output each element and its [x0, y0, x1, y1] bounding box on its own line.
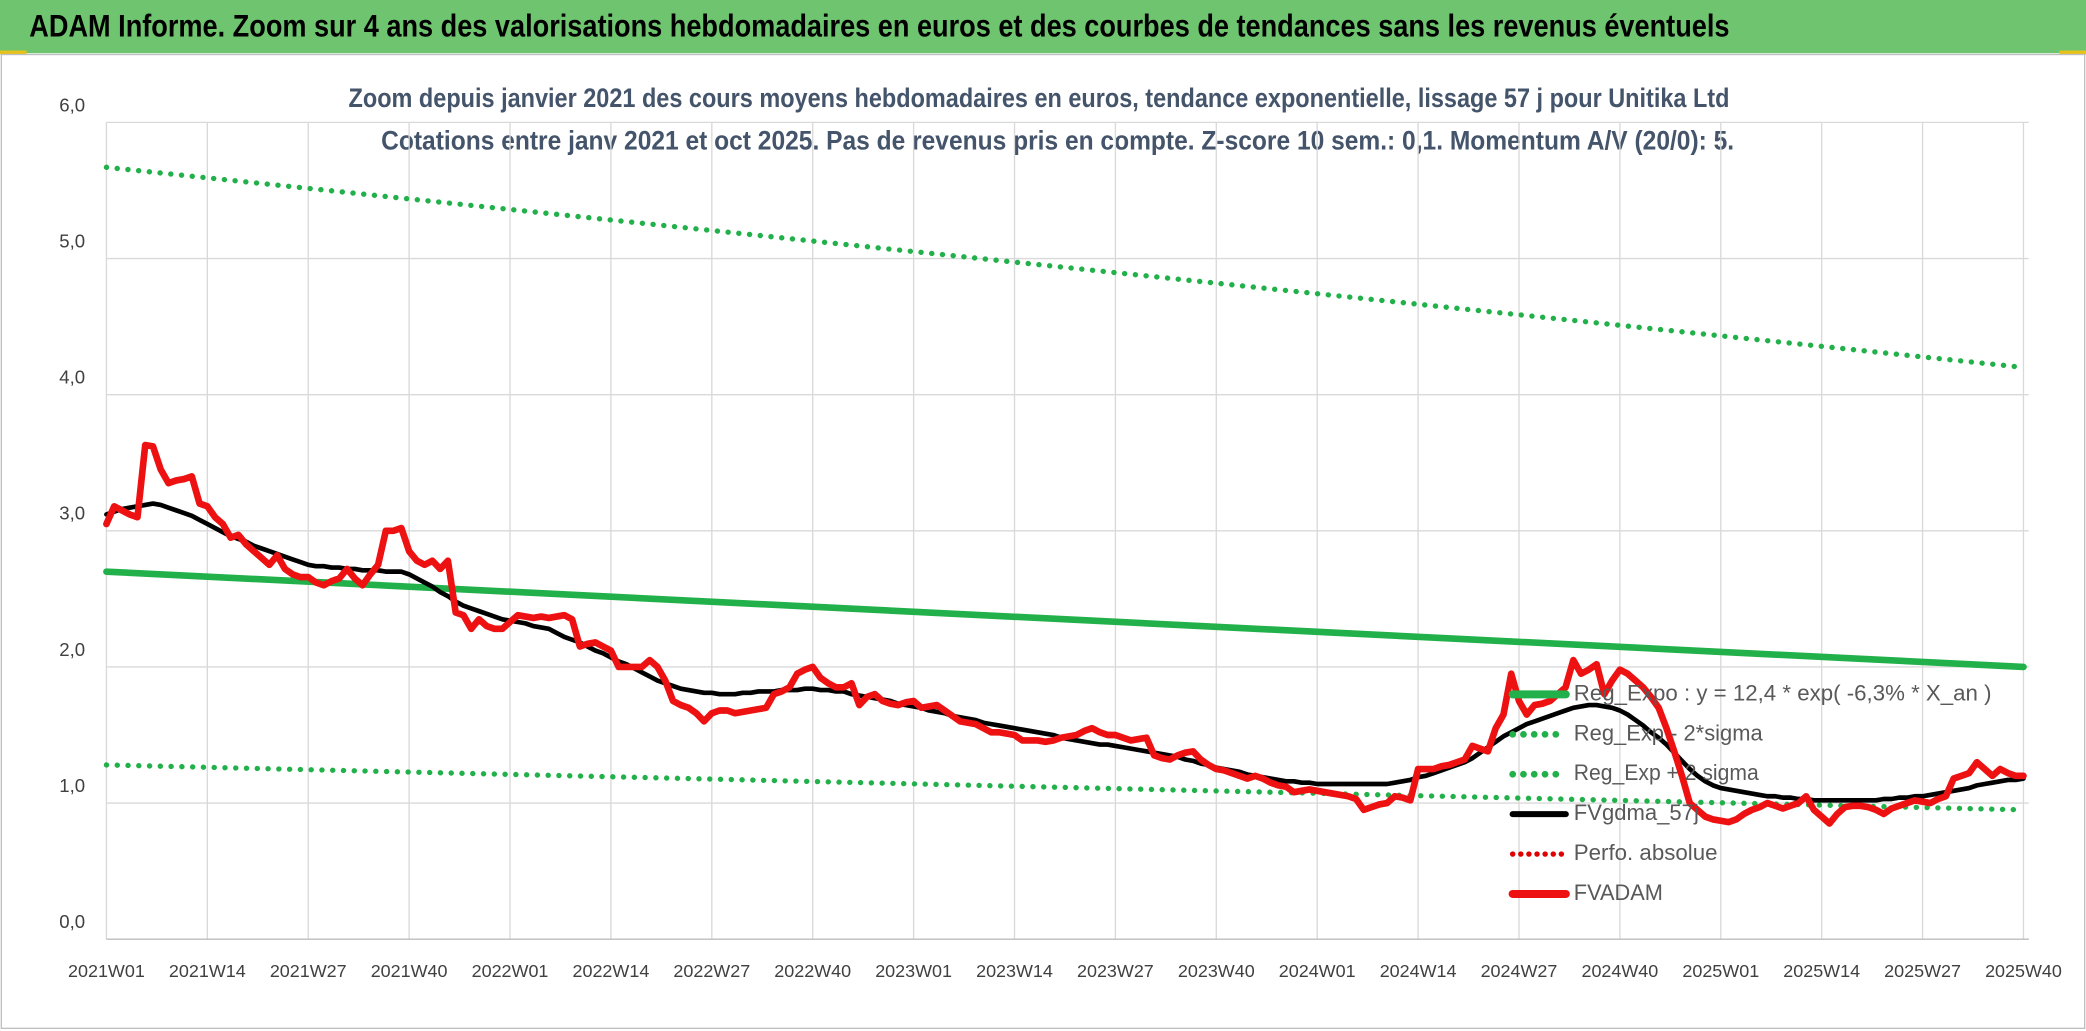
legend-label: FVADAM — [1574, 880, 1663, 905]
legend-label: FVgdma_57j — [1574, 800, 1699, 825]
y-tick-label: 5,0 — [59, 230, 85, 251]
x-tick-label: 2024W27 — [1481, 961, 1558, 981]
y-tick-label: 4,0 — [59, 367, 85, 388]
header-bar — [0, 0, 2086, 54]
legend-label: Reg_Exp + 2 sigma — [1574, 760, 1759, 785]
header-title: ADAM Informe. Zoom sur 4 ans des valoris… — [29, 7, 1729, 43]
series-line — [103, 762, 2027, 813]
chart-title: Zoom depuis janvier 2021 des cours moyen… — [349, 83, 1730, 113]
corner — [2059, 50, 2086, 55]
x-tick-label: 2024W14 — [1380, 961, 1457, 981]
x-tick-label: 2022W27 — [673, 961, 750, 981]
y-tick-label: 0,0 — [59, 911, 85, 932]
series-line — [103, 441, 2027, 827]
legend-label: Perfo. absolue — [1574, 840, 1718, 865]
x-tick-label: 2021W14 — [169, 961, 246, 981]
y-tick-label: 1,0 — [59, 775, 85, 796]
x-tick-label: 2021W40 — [371, 961, 448, 981]
x-tick-label: 2025W27 — [1884, 961, 1961, 981]
corner — [0, 50, 27, 55]
x-tick-label: 2021W27 — [270, 961, 347, 981]
series-line — [103, 568, 2027, 671]
x-tick-label: 2023W14 — [976, 961, 1053, 981]
x-tick-label: 2022W40 — [774, 961, 851, 981]
x-tick-label: 2023W27 — [1077, 961, 1154, 981]
x-tick-label: 2022W01 — [472, 961, 549, 981]
x-tick-label: 2023W01 — [875, 961, 952, 981]
legend-label: Reg_Exp - 2*sigma — [1574, 720, 1763, 745]
legend-label: Reg_Expo : y = 12,4 * exp( -6,3% * X_an … — [1574, 680, 1992, 705]
y-tick-label: 3,0 — [59, 503, 85, 524]
x-tick-label: 2025W01 — [1682, 961, 1759, 981]
x-tick-label: 2021W01 — [68, 961, 145, 981]
x-tick-label: 2024W01 — [1279, 961, 1356, 981]
chart-frame — [0, 53, 2086, 1030]
x-tick-label: 2024W40 — [1581, 961, 1658, 981]
x-tick-label: 2023W40 — [1178, 961, 1255, 981]
x-tick-label: 2025W14 — [1783, 961, 1860, 981]
x-tick-label: 2022W14 — [573, 961, 650, 981]
series-line — [103, 164, 2027, 371]
x-tick-label: 2025W40 — [1985, 961, 2062, 981]
chart-subtitle: Cotations entre janv 2021 et oct 2025. P… — [381, 125, 1734, 155]
y-tick-label: 2,0 — [59, 639, 85, 660]
y-tick-label: 6,0 — [59, 94, 85, 115]
